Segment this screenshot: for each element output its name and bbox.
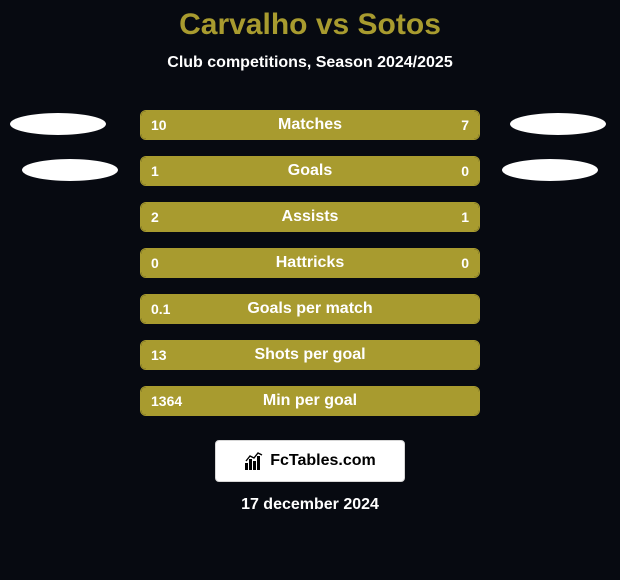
player-badge-right bbox=[510, 113, 606, 135]
stat-bar: 13Shots per goal bbox=[140, 340, 480, 370]
player-badge-left bbox=[22, 159, 118, 181]
stat-row: 21Assists bbox=[0, 202, 620, 248]
page-title: Carvalho vs Sotos bbox=[0, 8, 620, 42]
stat-bar: 1364Min per goal bbox=[140, 386, 480, 416]
player-badge-right bbox=[502, 159, 598, 181]
player1-name: Carvalho bbox=[179, 8, 307, 41]
comparison-infographic: Carvalho vs Sotos Club competitions, Sea… bbox=[0, 0, 620, 580]
player2-name: Sotos bbox=[358, 8, 441, 41]
stat-label: Hattricks bbox=[141, 249, 479, 277]
stat-row: 00Hattricks bbox=[0, 248, 620, 294]
stat-row: 107Matches bbox=[0, 110, 620, 156]
stat-row: 10Goals bbox=[0, 156, 620, 202]
stat-row: 13Shots per goal bbox=[0, 340, 620, 386]
stat-label: Min per goal bbox=[141, 387, 479, 415]
stat-bar: 10Goals bbox=[140, 156, 480, 186]
player-badge-left bbox=[10, 113, 106, 135]
chart-bars-icon bbox=[244, 451, 264, 471]
stat-bar: 0.1Goals per match bbox=[140, 294, 480, 324]
watermark: FcTables.com bbox=[215, 440, 405, 482]
vs-text: vs bbox=[316, 8, 349, 41]
stat-rows: 107Matches 10Goals 21Assists 00Hattricks 0.1… bbox=[0, 110, 620, 432]
stat-row: 1364Min per goal bbox=[0, 386, 620, 432]
stat-bar: 107Matches bbox=[140, 110, 480, 140]
stat-label: Goals bbox=[141, 157, 479, 185]
watermark-text: FcTables.com bbox=[270, 452, 376, 470]
stat-bar: 00Hattricks bbox=[140, 248, 480, 278]
stat-row: 0.1Goals per match bbox=[0, 294, 620, 340]
stat-label: Matches bbox=[141, 111, 479, 139]
stat-label: Shots per goal bbox=[141, 341, 479, 369]
date-text: 17 december 2024 bbox=[0, 496, 620, 514]
subtitle: Club competitions, Season 2024/2025 bbox=[0, 54, 620, 72]
stat-bar: 21Assists bbox=[140, 202, 480, 232]
stat-label: Goals per match bbox=[141, 295, 479, 323]
stat-label: Assists bbox=[141, 203, 479, 231]
